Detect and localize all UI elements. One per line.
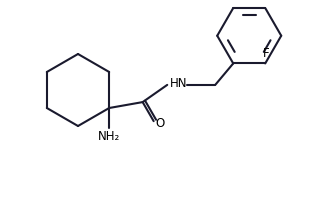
Text: O: O [155,117,164,130]
Text: HN: HN [169,77,187,90]
Text: NH₂: NH₂ [98,129,120,142]
Text: F: F [263,47,270,60]
